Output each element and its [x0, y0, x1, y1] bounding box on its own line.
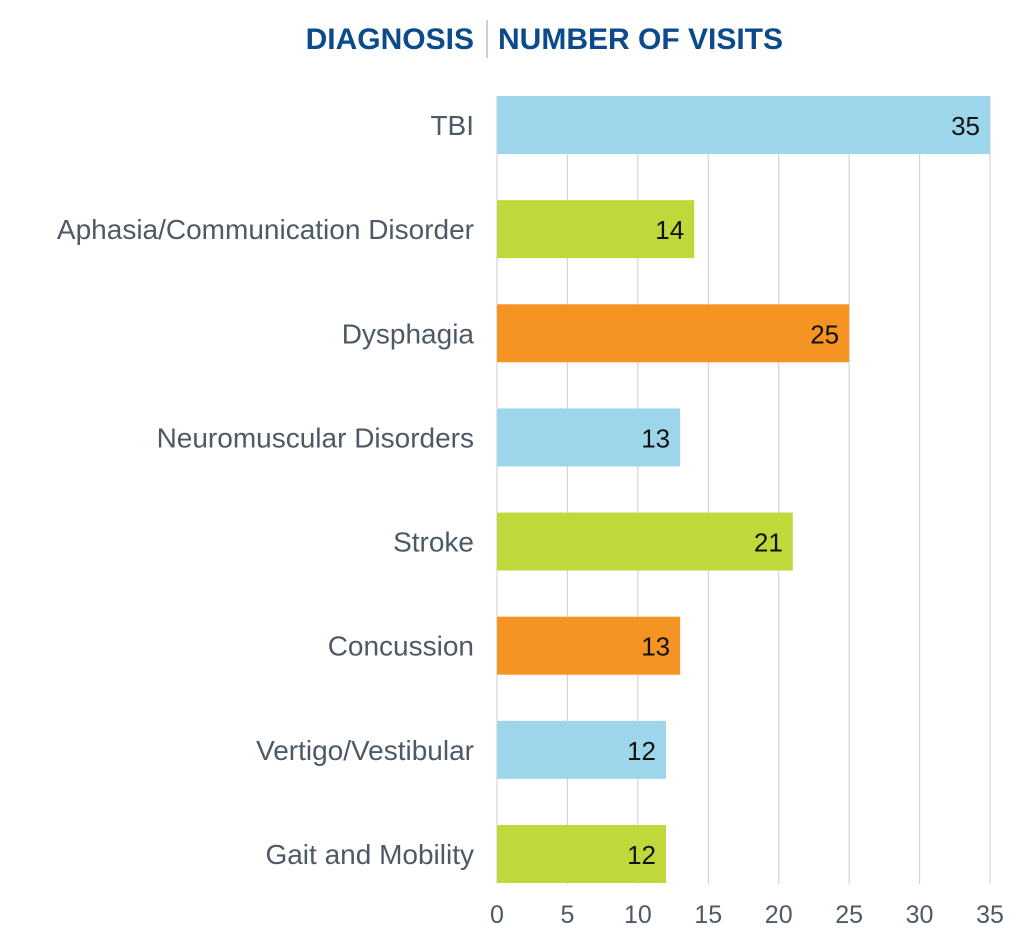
value-label-7: 12 [627, 840, 656, 870]
bars [497, 96, 990, 883]
value-label-4: 21 [754, 528, 783, 558]
tick-label-20: 20 [765, 901, 793, 929]
bar-5 [497, 616, 681, 675]
number-of-visits-header: NUMBER OF VISITS [498, 23, 783, 56]
value-label-2: 25 [810, 319, 839, 349]
value-label-6: 12 [627, 736, 656, 766]
tick-label-25: 25 [835, 901, 863, 929]
tick-label-10: 10 [624, 901, 652, 929]
chart-header: DIAGNOSIS NUMBER OF VISITS [306, 20, 783, 58]
tick-label-30: 30 [906, 901, 934, 929]
category-label-5: Concussion [328, 631, 474, 662]
tick-label-5: 5 [560, 901, 574, 929]
diagnosis-header: DIAGNOSIS [306, 23, 474, 56]
bar-0 [497, 96, 990, 154]
tick-label-35: 35 [976, 901, 1004, 929]
tick-label-0: 0 [490, 901, 504, 929]
bar-4 [497, 512, 793, 571]
bar-2 [497, 304, 850, 363]
category-label-6: Vertigo/Vestibular [256, 735, 474, 766]
category-label-1: Aphasia/Communication Disorder [57, 214, 474, 245]
value-label-5: 13 [641, 632, 670, 662]
category-label-3: Neuromuscular Disorders [157, 422, 474, 453]
category-label-4: Stroke [393, 527, 474, 558]
category-labels: TBI Aphasia/Communication Disorder Dysphag… [57, 110, 474, 870]
value-labels: 35 14 25 13 21 13 12 12 [627, 111, 980, 870]
category-label-0: TBI [430, 110, 474, 141]
bar-7 [497, 824, 667, 883]
tick-label-15: 15 [694, 901, 722, 929]
bar-6 [497, 720, 667, 779]
value-label-0: 35 [951, 111, 980, 141]
value-label-3: 13 [641, 423, 670, 453]
x-axis-tick-labels: 0 5 10 15 20 25 30 35 [490, 901, 1004, 929]
bar-1 [497, 200, 695, 259]
category-label-2: Dysphagia [342, 318, 475, 349]
value-label-1: 14 [655, 215, 684, 245]
category-label-7: Gait and Mobility [265, 839, 474, 870]
bar-3 [497, 408, 681, 467]
